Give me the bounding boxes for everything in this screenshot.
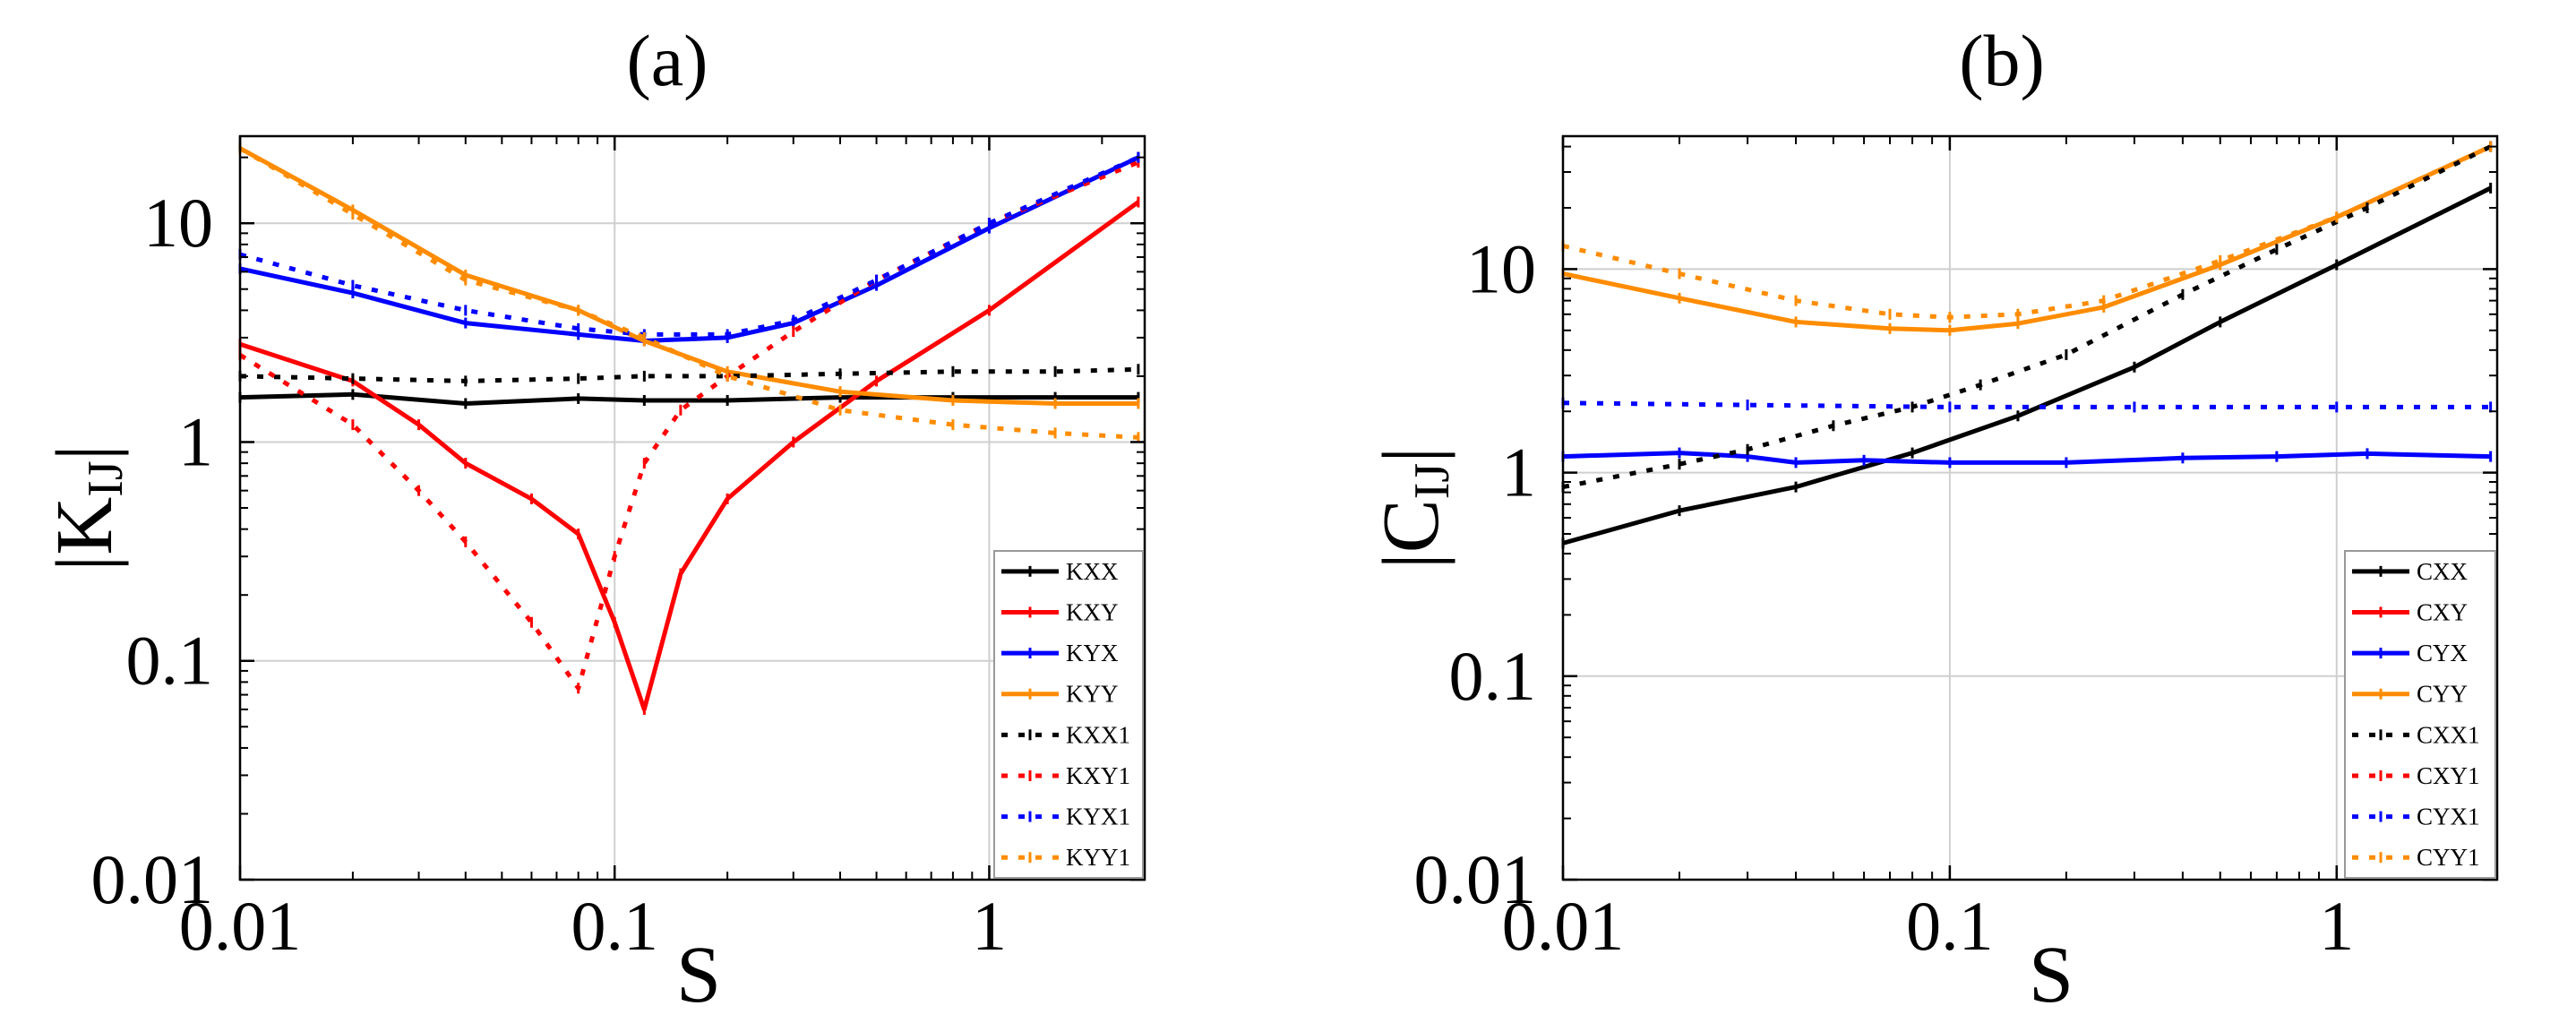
panel-a: (a) 0.01 0.1 1 0.01 0.1 1 10 S |KIJ| KXX KXY KYX…: [40, 20, 1146, 1019]
y-tick-label: 0.01: [91, 840, 214, 918]
x-tick-label: 0.1: [1906, 887, 1994, 965]
y-axis-label-sub: IJ: [1404, 463, 1460, 499]
y-tick-label: 1: [178, 402, 213, 480]
legend-label: KYX: [1066, 640, 1119, 666]
series-line-kyy1: [238, 146, 1139, 440]
y-axis-label-sub: IJ: [78, 460, 133, 496]
legend: CXX CXY CYX CYY CXX1 CXY1 CYX1 CYY1: [2344, 550, 2496, 879]
series-line-kxx: [239, 391, 1138, 406]
y-axis-label: |KIJ|: [40, 444, 133, 572]
axis-ticks: 0.01 0.1 1 0.01 0.1 1 10: [1414, 136, 2497, 965]
legend-label: CXX: [2417, 558, 2469, 585]
plot-frame: [1561, 134, 2499, 881]
legend-label: KYY1: [1066, 844, 1130, 871]
y-axis-label-close: |: [1367, 447, 1455, 463]
x-tick-label: 0.1: [571, 887, 658, 965]
legend-label: CYX: [2417, 640, 2469, 666]
legend-label: CYY: [2417, 681, 2468, 708]
panel-label: (b): [1959, 20, 2045, 101]
y-tick-label: 0.01: [1414, 840, 1537, 918]
y-tick-label: 10: [1466, 229, 1536, 307]
x-axis-label: S: [676, 931, 721, 1019]
legend-label: CXY1: [2417, 762, 2480, 789]
y-tick-label: 1: [1501, 434, 1536, 512]
x-tick-label: 1: [2319, 887, 2354, 965]
x-tick-label: 0.01: [1502, 887, 1625, 965]
legend-label: CXY: [2417, 598, 2468, 625]
panel-label: (a): [626, 20, 708, 101]
series-line-cyx1: [1562, 400, 2491, 409]
series-line-cxx: [1562, 185, 2492, 546]
legend-label: CXX1: [2417, 721, 2480, 748]
series-layer: [238, 142, 1140, 715]
legend-label: KXX1: [1066, 721, 1130, 748]
gridlines: [1563, 136, 2497, 880]
x-tick-label: 1: [972, 887, 1007, 965]
legend-label: KYX1: [1066, 804, 1130, 830]
legend: KXX KXY KYX KYY KXX1 KXY1 KYX1 KYY1: [993, 550, 1144, 879]
panel-b: (b) 0.01 0.1 1 0.01 0.1 1 10 S |CIJ| CXX CXY CYX…: [1367, 20, 2499, 1019]
y-axis-label: |CIJ|: [1367, 447, 1460, 570]
series-line-kyx1: [239, 155, 1139, 337]
series-line-cxx1: [1562, 144, 2492, 490]
legend-box: [2344, 550, 2496, 879]
series-line-kxx1: [239, 366, 1138, 383]
series-line-kyx: [239, 155, 1139, 343]
y-axis-label-main: |C: [1367, 499, 1455, 569]
y-tick-label: 10: [143, 184, 213, 262]
gridlines: [240, 136, 1145, 880]
series-line-kxy1: [238, 159, 1139, 691]
legend-box: [993, 550, 1144, 879]
legend-label: CYX1: [2417, 804, 2480, 830]
legend-label: KXX: [1066, 558, 1119, 585]
y-axis-label-main: |K: [40, 497, 129, 572]
legend-label: KXY1: [1066, 762, 1130, 789]
series-line-cyy: [1562, 144, 2492, 333]
y-tick-label: 0.1: [1449, 637, 1537, 715]
axis-ticks: 0.01 0.1 1 0.01 0.1 1 10: [91, 136, 1145, 965]
legend-label: KYY: [1066, 681, 1119, 708]
x-tick-label: 0.01: [179, 887, 302, 965]
legend-label: KXY: [1066, 598, 1119, 625]
x-axis-label: S: [2029, 931, 2074, 1019]
y-tick-label: 0.1: [126, 622, 214, 700]
legend-label: CYY1: [2417, 844, 2480, 871]
y-axis-label-close: |: [40, 444, 129, 460]
series-line-kyy: [238, 146, 1138, 406]
series-layer: [1561, 141, 2493, 549]
series-line-cyy1: [1562, 144, 2492, 320]
